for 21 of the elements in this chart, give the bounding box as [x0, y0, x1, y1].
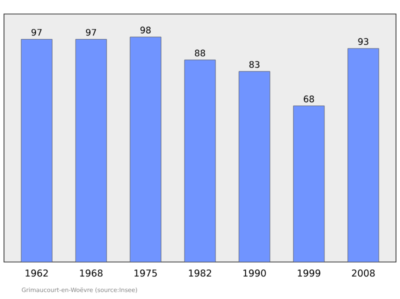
bar — [184, 60, 216, 262]
bar — [130, 36, 162, 262]
data-label: 97 — [32, 28, 42, 36]
bar — [75, 39, 107, 262]
data-label: 98 — [140, 26, 151, 34]
bar — [20, 39, 52, 262]
data-label: 97 — [86, 28, 96, 36]
x-tick-label: 1982 — [189, 270, 212, 277]
data-label: 68 — [304, 96, 314, 102]
bar — [348, 48, 380, 262]
x-tick-label: 1975 — [134, 270, 157, 277]
x-tick-label: 1968 — [80, 270, 102, 277]
bar — [293, 106, 325, 262]
x-tick-label: 2008 — [352, 270, 375, 277]
x-tick-label: 1990 — [243, 270, 266, 277]
data-label: 88 — [194, 50, 206, 56]
x-tick-label: 1999 — [298, 270, 320, 277]
data-label: 83 — [249, 61, 260, 68]
data-label: 93 — [358, 38, 368, 45]
x-tick-label: 1962 — [26, 270, 48, 277]
bar — [238, 71, 270, 262]
